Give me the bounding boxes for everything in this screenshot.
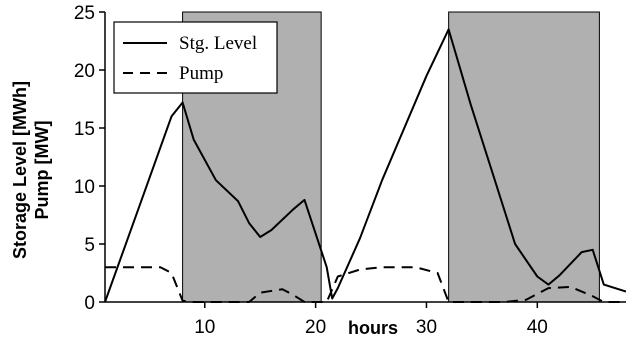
y-axis-label-line-1: Storage Level [MWh] <box>10 81 30 259</box>
y-axis-label-line-2: Pump [MW] <box>32 121 52 220</box>
y-tick-label: 15 <box>74 119 95 140</box>
y-tick-label: 0 <box>84 293 95 314</box>
x-tick-label: 20 <box>305 317 326 338</box>
x-axis-label: hours <box>348 318 398 338</box>
x-tick-label: 30 <box>416 317 437 338</box>
y-axis-label: Storage Level [MWh] Pump [MW] <box>10 81 52 259</box>
shaded-interval-2 <box>448 11 600 303</box>
series-lines <box>104 28 626 303</box>
axis-ticks: 0 5 10 15 20 25 10 20 30 40 <box>74 3 548 338</box>
legend-label-stg-level: Stg. Level <box>179 33 257 54</box>
legend: Stg. Level Pump <box>113 21 278 94</box>
plot-area <box>104 12 626 303</box>
legend-label-pump: Pump <box>179 63 223 84</box>
y-tick-label: 25 <box>74 3 95 24</box>
y-tick-label: 10 <box>74 177 95 198</box>
y-tick-label: 5 <box>84 235 95 256</box>
series-line-pump <box>105 266 626 303</box>
x-tick-label: 10 <box>194 317 215 338</box>
y-tick-label: 20 <box>74 61 95 82</box>
series-line-stg-level <box>104 28 626 303</box>
x-tick-label: 40 <box>527 317 548 338</box>
legend-box <box>113 21 278 94</box>
